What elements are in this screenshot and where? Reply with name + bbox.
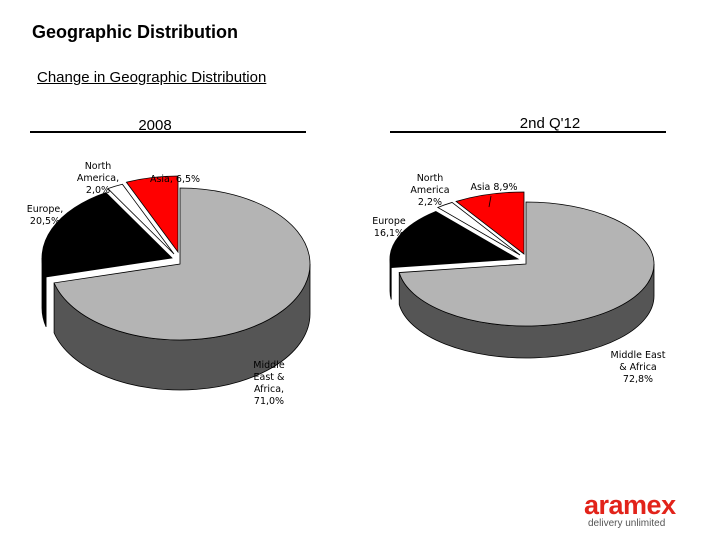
chart-1-title-rule — [30, 131, 306, 133]
chart-2-title-rule — [390, 131, 666, 133]
chart-1-title: 2008 — [138, 117, 172, 134]
pie-chart-2ndq12 — [389, 191, 655, 359]
page-subtitle: Change in Geographic Distribution — [37, 69, 267, 86]
leader-line-q212-asia — [488, 195, 492, 208]
pie-2008-middle-east-africa-slice — [53, 187, 311, 341]
label-2008-middle-east-africa: Middle East & Africa, 71,0% — [253, 360, 285, 407]
label-2008-europe: Europe, 20,5% — [26, 204, 64, 227]
pie-2008-north-america-slice — [107, 183, 175, 255]
label-2008-asia: Asia, 6,5% — [149, 174, 201, 185]
label-q212-north-america: North America 2,2% — [410, 173, 450, 208]
page-title: Geographic Distribution — [32, 22, 239, 42]
label-q212-asia: Asia 8,9% — [470, 182, 518, 193]
pie-q212-asia-slice — [455, 191, 525, 255]
logo-tagline: delivery unlimited — [588, 518, 666, 529]
label-2008-north-america: North America, 2,0% — [76, 161, 120, 196]
pie-2008-asia-slice — [125, 175, 179, 254]
pie-q212-middle-east-africa-slice — [398, 201, 655, 327]
label-q212-middle-east-africa: Middle East & Africa 72,8% — [610, 350, 666, 385]
pie-q212-europe-slice — [389, 211, 520, 268]
pie-q212-north-america-slice — [436, 202, 521, 256]
label-q212-europe: Europe 16,1% — [372, 216, 406, 239]
chart-2-title: 2nd Q'12 — [519, 115, 581, 132]
logo-wordmark: aramex — [584, 490, 676, 520]
pie-chart-2008 — [41, 175, 311, 391]
pie-2008-europe-slice — [41, 192, 173, 278]
aramex-logo: aramex delivery unlimited — [584, 492, 676, 530]
